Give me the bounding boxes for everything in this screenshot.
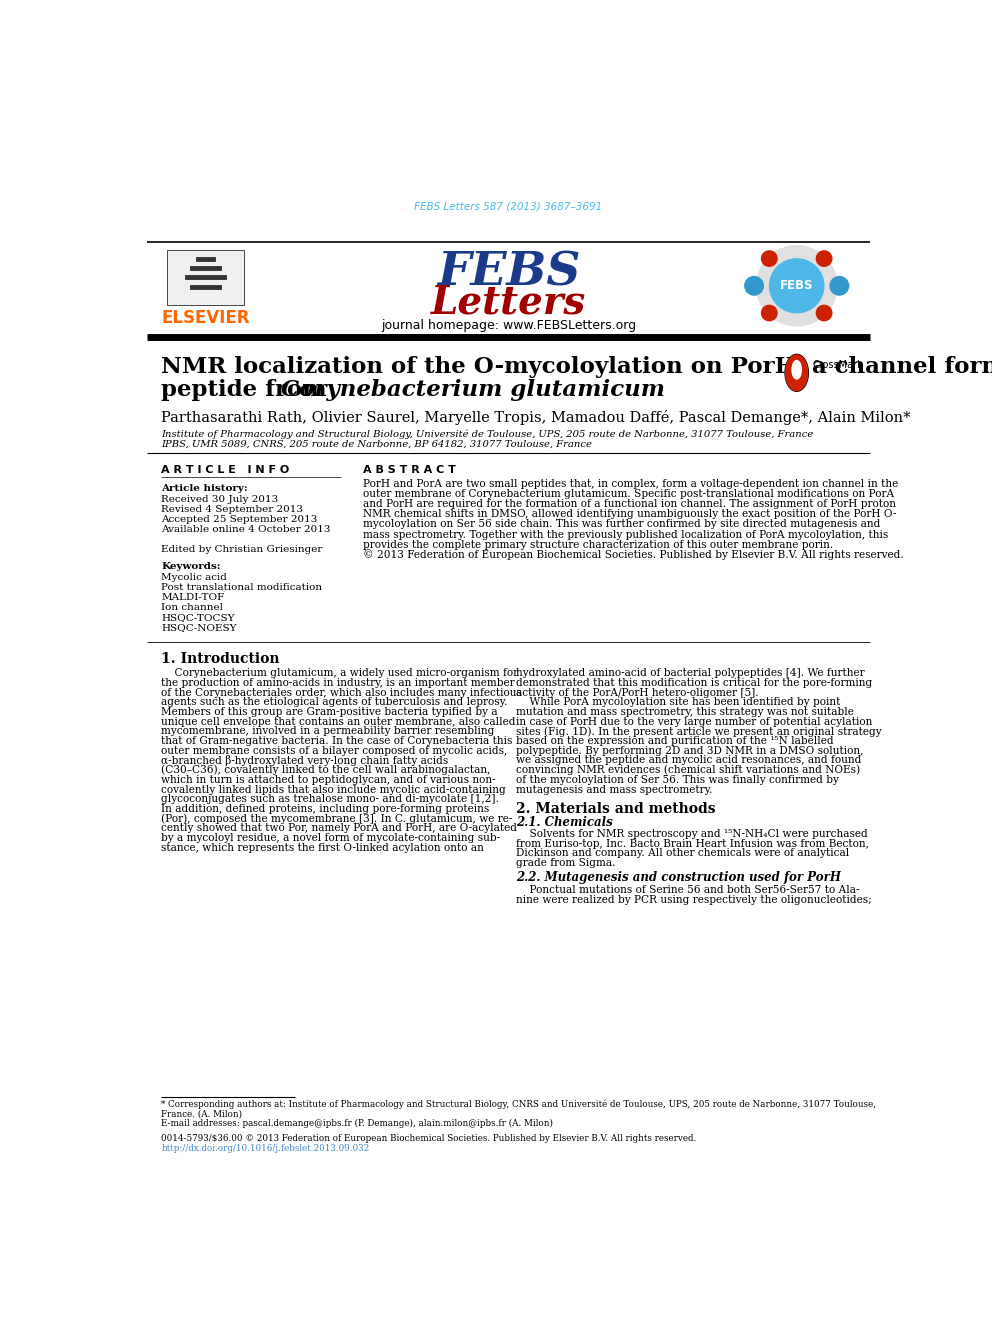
Text: by a mycoloyl residue, a novel form of mycolate-containing sub-: by a mycoloyl residue, a novel form of m… <box>161 833 500 843</box>
Text: activity of the PorA/PorH hetero-oligomer [5].: activity of the PorA/PorH hetero-oligome… <box>516 688 759 697</box>
Text: mutagenesis and mass spectrometry.: mutagenesis and mass spectrometry. <box>516 785 712 795</box>
Text: the production of amino-acids in industry, is an important member: the production of amino-acids in industr… <box>161 677 515 688</box>
Text: FEBS: FEBS <box>436 250 580 296</box>
Text: Ponctual mutations of Serine 56 and both Ser56-Ser57 to Ala-: Ponctual mutations of Serine 56 and both… <box>516 885 860 896</box>
Text: © 2013 Federation of European Biochemical Societies. Published by Elsevier B.V. : © 2013 Federation of European Biochemica… <box>363 549 904 560</box>
Text: Accepted 25 September 2013: Accepted 25 September 2013 <box>161 515 317 524</box>
Circle shape <box>762 306 777 320</box>
Text: we assigned the peptide and mycolic acid resonances, and found: we assigned the peptide and mycolic acid… <box>516 755 861 766</box>
Text: Post translational modification: Post translational modification <box>161 583 322 593</box>
Circle shape <box>757 246 837 325</box>
Text: Keywords:: Keywords: <box>161 562 221 572</box>
Ellipse shape <box>792 360 802 378</box>
Ellipse shape <box>786 355 807 390</box>
Text: mycomembrane, involved in a permeability barrier resembling: mycomembrane, involved in a permeability… <box>161 726 495 737</box>
Circle shape <box>770 259 823 312</box>
Text: unique cell envelope that contains an outer membrane, also called: unique cell envelope that contains an ou… <box>161 717 516 726</box>
Text: outer membrane of Corynebacterium glutamicum. Specific post-translational modifi: outer membrane of Corynebacterium glutam… <box>363 490 894 499</box>
Text: from Euriso-top, Inc. Bacto Brain Heart Infusion was from Becton,: from Euriso-top, Inc. Bacto Brain Heart … <box>516 839 869 849</box>
Text: convincing NMR evidences (chemical shift variations and NOEs): convincing NMR evidences (chemical shift… <box>516 765 860 775</box>
Text: grade from Sigma.: grade from Sigma. <box>516 859 616 868</box>
Text: (Por), composed the mycomembrane [3]. In C. glutamicum, we re-: (Por), composed the mycomembrane [3]. In… <box>161 814 513 824</box>
Text: HSQC-TOCSY: HSQC-TOCSY <box>161 613 235 622</box>
Text: A R T I C L E   I N F O: A R T I C L E I N F O <box>161 464 290 475</box>
Text: outer membrane consists of a bilayer composed of mycolic acids,: outer membrane consists of a bilayer com… <box>161 746 508 755</box>
Text: CrossMark: CrossMark <box>812 360 863 370</box>
Text: Corynebacterium glutamicum: Corynebacterium glutamicum <box>282 378 666 401</box>
Text: A B S T R A C T: A B S T R A C T <box>363 464 455 475</box>
Text: 2.2. Mutagenesis and construction used for PorH: 2.2. Mutagenesis and construction used f… <box>516 872 841 885</box>
Text: E-mail addresses: pascal.demange@ipbs.fr (P. Demange), alain.milon@ipbs.fr (A. M: E-mail addresses: pascal.demange@ipbs.fr… <box>161 1119 554 1129</box>
Text: sites (Fig. 1D). In the present article we present an original strategy: sites (Fig. 1D). In the present article … <box>516 726 882 737</box>
Text: Members of this group are Gram-positive bacteria typified by a: Members of this group are Gram-positive … <box>161 706 498 717</box>
Text: Parthasarathi Rath, Olivier Saurel, Maryelle Tropis, Mamadou Daffé, Pascal Deman: Parthasarathi Rath, Olivier Saurel, Mary… <box>161 410 911 425</box>
Text: MALDI-TOF: MALDI-TOF <box>161 593 224 602</box>
Text: polypeptide. By performing 2D and 3D NMR in a DMSO solution,: polypeptide. By performing 2D and 3D NMR… <box>516 746 863 755</box>
Text: mycoloylation on Ser 56 side chain. This was further confirmed by site directed : mycoloylation on Ser 56 side chain. This… <box>363 520 880 529</box>
Text: Institute of Pharmacology and Structural Biology, Université de Toulouse, UPS, 2: Institute of Pharmacology and Structural… <box>161 430 813 439</box>
Ellipse shape <box>786 355 807 390</box>
Text: peptide from: peptide from <box>161 378 334 401</box>
Text: journal homepage: www.FEBSLetters.org: journal homepage: www.FEBSLetters.org <box>381 319 636 332</box>
Text: ELSEVIER: ELSEVIER <box>161 310 250 327</box>
Circle shape <box>816 251 832 266</box>
Text: of the mycoloylation of Ser 56. This was finally confirmed by: of the mycoloylation of Ser 56. This was… <box>516 775 839 785</box>
Text: in case of PorH due to the very large number of potential acylation: in case of PorH due to the very large nu… <box>516 717 873 726</box>
Text: Mycolic acid: Mycolic acid <box>161 573 227 582</box>
Text: IPBS, UMR 5089, CNRS, 205 route de Narbonne, BP 64182, 31077 Toulouse, France: IPBS, UMR 5089, CNRS, 205 route de Narbo… <box>161 441 592 448</box>
Text: HSQC-NOESY: HSQC-NOESY <box>161 623 237 632</box>
Text: 2. Materials and methods: 2. Materials and methods <box>516 802 716 816</box>
Text: In addition, defined proteins, including pore-forming proteins: In addition, defined proteins, including… <box>161 804 489 814</box>
Text: that of Gram-negative bacteria. In the case of Corynebacteria this: that of Gram-negative bacteria. In the c… <box>161 736 513 746</box>
Text: NMR chemical shifts in DMSO, allowed identifying unambiguously the exact positio: NMR chemical shifts in DMSO, allowed ide… <box>363 509 896 519</box>
Text: FEBS: FEBS <box>780 279 813 292</box>
Text: 0014-5793/$36.00 © 2013 Federation of European Biochemical Societies. Published : 0014-5793/$36.00 © 2013 Federation of Eu… <box>161 1134 696 1143</box>
Text: FEBS Letters 587 (2013) 3687–3691: FEBS Letters 587 (2013) 3687–3691 <box>415 201 602 212</box>
Text: Dickinson and company. All other chemicals were of analytical: Dickinson and company. All other chemica… <box>516 848 849 859</box>
Circle shape <box>762 251 777 266</box>
Text: glycoconjugates such as trehalose mono- and di-mycolate [1,2].: glycoconjugates such as trehalose mono- … <box>161 794 499 804</box>
Text: (C30–C36), covalently linked to the cell wall arabinogalactan,: (C30–C36), covalently linked to the cell… <box>161 765 491 775</box>
Text: Received 30 July 2013: Received 30 July 2013 <box>161 495 279 504</box>
Text: 2.1. Chemicals: 2.1. Chemicals <box>516 816 613 830</box>
Text: Solvents for NMR spectroscopy and ¹⁵N-NH₄Cl were purchased: Solvents for NMR spectroscopy and ¹⁵N-NH… <box>516 830 868 839</box>
Text: mutation and mass spectrometry, this strategy was not suitable: mutation and mass spectrometry, this str… <box>516 706 854 717</box>
Text: and PorH are required for the formation of a functional ion channel. The assignm: and PorH are required for the formation … <box>363 499 896 509</box>
Text: nine were realized by PCR using respectively the oligonucleotides;: nine were realized by PCR using respecti… <box>516 894 872 905</box>
Text: http://dx.doi.org/10.1016/j.febslet.2013.09.032: http://dx.doi.org/10.1016/j.febslet.2013… <box>161 1143 369 1152</box>
Text: Revised 4 September 2013: Revised 4 September 2013 <box>161 504 304 513</box>
Text: PorH and PorA are two small peptides that, in complex, form a voltage-dependent : PorH and PorA are two small peptides tha… <box>363 479 898 488</box>
Text: NMR localization of the O-mycoloylation on PorH, a channel forming: NMR localization of the O-mycoloylation … <box>161 356 992 377</box>
Text: * Corresponding authors at: Institute of Pharmacology and Structural Biology, CN: * Corresponding authors at: Institute of… <box>161 1099 876 1109</box>
Text: Article history:: Article history: <box>161 484 248 493</box>
Text: Edited by Christian Griesinger: Edited by Christian Griesinger <box>161 545 322 554</box>
Circle shape <box>816 306 832 320</box>
FancyBboxPatch shape <box>167 250 244 306</box>
Text: Ion channel: Ion channel <box>161 603 223 613</box>
Text: 1. Introduction: 1. Introduction <box>161 652 280 667</box>
Text: based on the expression and purification of the ¹⁵N labelled: based on the expression and purification… <box>516 736 833 746</box>
Text: covalently linked lipids that also include mycolic acid-containing: covalently linked lipids that also inclu… <box>161 785 506 795</box>
Circle shape <box>830 277 848 295</box>
Ellipse shape <box>785 355 808 392</box>
Text: While PorA mycoloylation site has been identified by point: While PorA mycoloylation site has been i… <box>516 697 840 708</box>
Text: mass spectrometry. Together with the previously published localization of PorA m: mass spectrometry. Together with the pre… <box>363 529 888 540</box>
Circle shape <box>745 277 764 295</box>
Text: α-branched β-hydroxylated very-long chain fatty acids: α-branched β-hydroxylated very-long chai… <box>161 755 448 766</box>
Text: which in turn is attached to peptidoglycan, and of various non-: which in turn is attached to peptidoglyc… <box>161 775 496 785</box>
Text: Letters: Letters <box>431 283 586 321</box>
Text: agents such as the etiological agents of tuberculosis and leprosy.: agents such as the etiological agents of… <box>161 697 508 708</box>
Text: provides the complete primary structure characterization of this outer membrane : provides the complete primary structure … <box>363 540 833 549</box>
Text: of the Corynebacteriales order, which also includes many infectious: of the Corynebacteriales order, which al… <box>161 688 522 697</box>
Text: cently showed that two Por, namely PorA and PorH, are O-acylated: cently showed that two Por, namely PorA … <box>161 823 517 833</box>
Text: demonstrated that this modification is critical for the pore-forming: demonstrated that this modification is c… <box>516 677 872 688</box>
Text: France. (A. Milon): France. (A. Milon) <box>161 1109 242 1118</box>
Text: Available online 4 October 2013: Available online 4 October 2013 <box>161 525 330 533</box>
Text: hydroxylated amino-acid of bacterial polypeptides [4]. We further: hydroxylated amino-acid of bacterial pol… <box>516 668 865 679</box>
Text: stance, which represents the first O-linked acylation onto an: stance, which represents the first O-lin… <box>161 843 484 853</box>
Text: Corynebacterium glutamicum, a widely used micro-organism for: Corynebacterium glutamicum, a widely use… <box>161 668 519 679</box>
